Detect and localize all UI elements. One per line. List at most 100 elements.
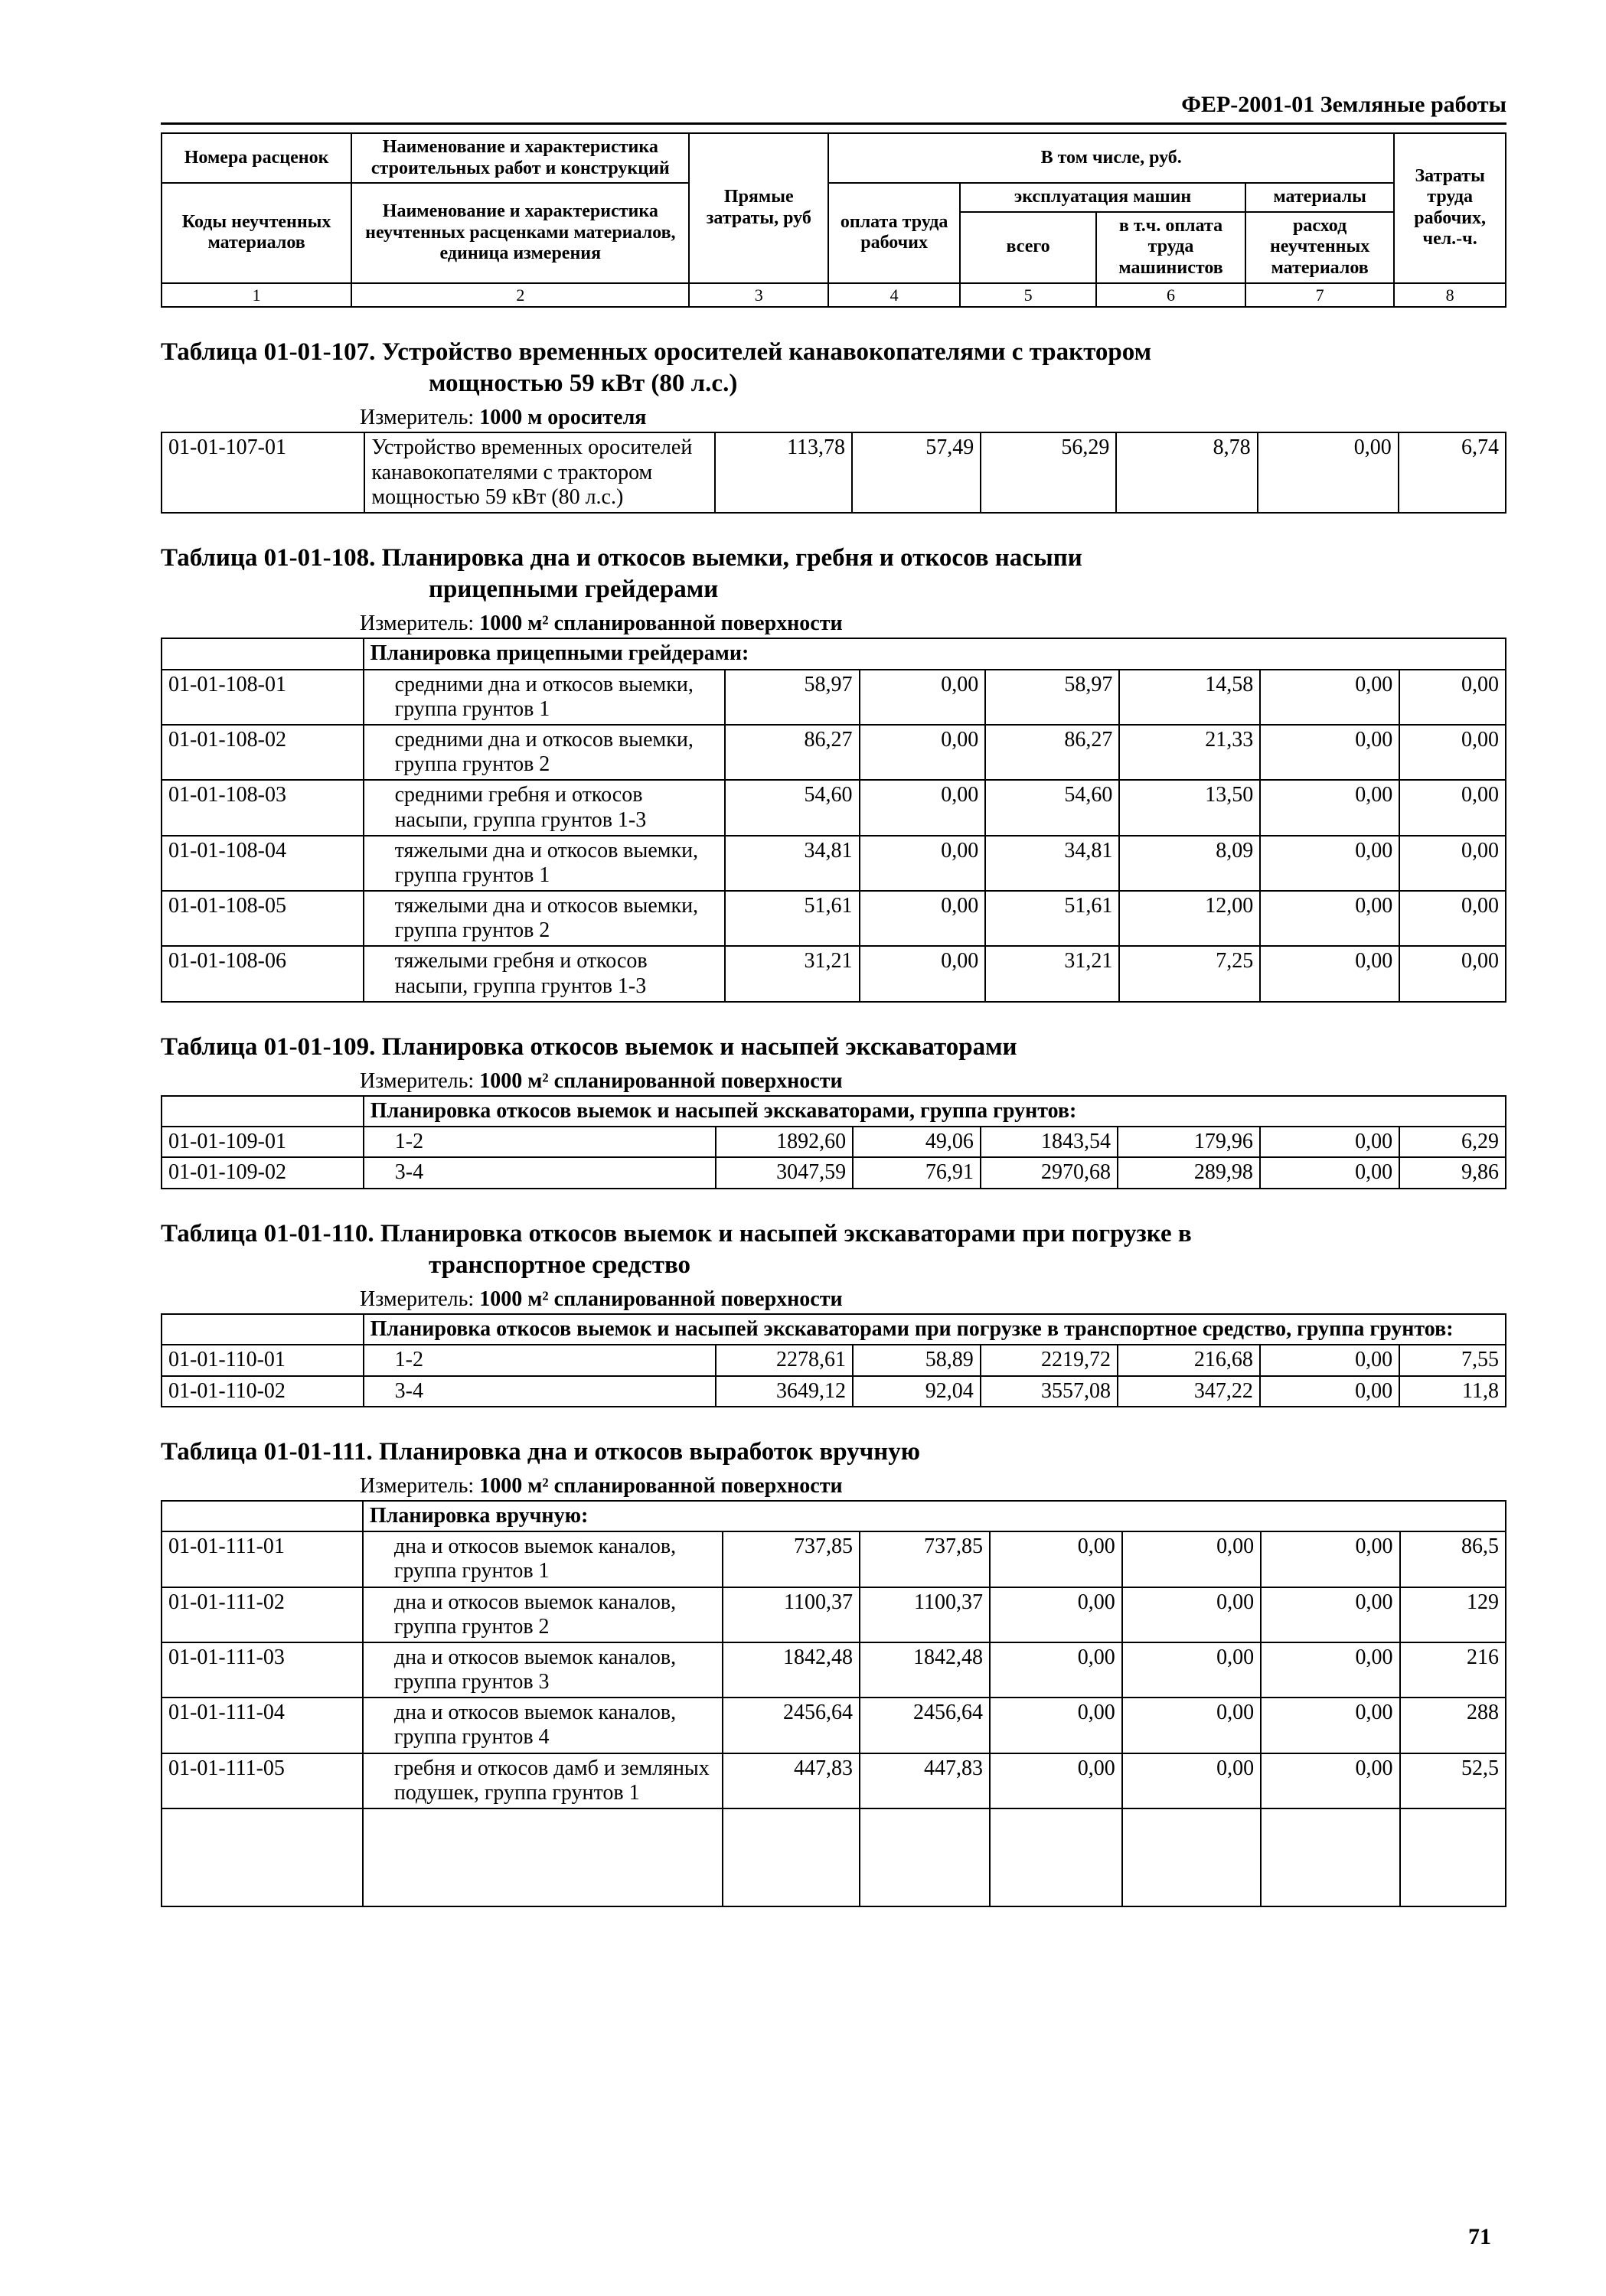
meas-108: Измеритель: 1000 м² спланированной повер… xyxy=(161,612,1506,636)
hdr-code: Номера расценок xyxy=(162,133,351,183)
table-row-value: 216 xyxy=(1400,1642,1506,1698)
header-table: Номера расценок Наименование и характери… xyxy=(161,132,1506,308)
table-row-value: 1842,48 xyxy=(860,1642,990,1698)
table-row-value: 113,78 xyxy=(715,432,852,513)
table-row-name: средними дна и откосов выемки, группа гр… xyxy=(364,670,726,725)
table-row-code: 01-01-111-01 xyxy=(162,1531,363,1587)
table-row-value: 31,21 xyxy=(985,946,1119,1001)
table-row-name: тяжелыми гребня и откосов насыпи, группа… xyxy=(364,946,726,1001)
table-row: 01-01-111-04дна и откосов выемок каналов… xyxy=(162,1698,1506,1753)
table-row: 01-01-111-02дна и откосов выемок каналов… xyxy=(162,1587,1506,1642)
table-row: 01-01-108-05тяжелыми дна и откосов выемк… xyxy=(162,891,1506,946)
table-row-value: 1100,37 xyxy=(723,1587,860,1642)
table-row-value: 0,00 xyxy=(990,1642,1122,1698)
table-row-value: 0,00 xyxy=(1399,725,1506,780)
table-row: 01-01-108-04тяжелыми дна и откосов выемк… xyxy=(162,836,1506,891)
table-row-name: 3-4 xyxy=(364,1376,716,1407)
table-row-value: 34,81 xyxy=(985,836,1119,891)
table-row-value: 6,74 xyxy=(1399,432,1506,513)
table-row-value: 51,61 xyxy=(725,891,859,946)
page: ФЕР-2001-01 Земляные работы Номера расце… xyxy=(0,0,1606,2296)
table-row-value: 0,00 xyxy=(1260,1127,1399,1157)
table-subhead: Планировка прицепными грейдерами: xyxy=(364,638,1506,669)
table-row-value: 288 xyxy=(1400,1698,1506,1753)
table-row-value: 0,00 xyxy=(1399,946,1506,1001)
table-row-code: 01-01-110-01 xyxy=(162,1345,364,1375)
table-row-code: 01-01-108-04 xyxy=(162,836,364,891)
table-row-value: 2970,68 xyxy=(981,1157,1118,1188)
table-row-code: 01-01-111-03 xyxy=(162,1642,363,1698)
table-row-code: 01-01-107-01 xyxy=(162,432,364,513)
table-row-name: 3-4 xyxy=(364,1157,716,1188)
table-row-value: 14,58 xyxy=(1119,670,1260,725)
meas-107: Измеритель: 1000 м оросителя xyxy=(161,406,1506,430)
table-109: Планировка откосов выемок и насыпей экск… xyxy=(161,1095,1506,1189)
table-row-value: 2456,64 xyxy=(723,1698,860,1753)
table-row-value: 1100,37 xyxy=(860,1587,990,1642)
table-row: 01-01-108-03средними гребня и откосов на… xyxy=(162,780,1506,835)
running-head: ФЕР-2001-01 Земляные работы xyxy=(161,92,1506,125)
title-110: Таблица 01-01-110. Планировка откосов вы… xyxy=(161,1218,1506,1282)
table-row-code: 01-01-110-02 xyxy=(162,1376,364,1407)
table-row-value: 0,00 xyxy=(1261,1698,1399,1753)
table-subhead: Планировка откосов выемок и насыпей экск… xyxy=(364,1096,1506,1127)
table-row-value: 86,27 xyxy=(725,725,859,780)
hdr-mach-oper: в т.ч. оплата труда машинистов xyxy=(1096,212,1245,283)
table-row-value: 3557,08 xyxy=(981,1376,1118,1407)
table-row-value: 76,91 xyxy=(853,1157,981,1188)
table-row-value: 0,00 xyxy=(990,1587,1122,1642)
table-row-value: 86,27 xyxy=(985,725,1119,780)
table-row-name: тяжелыми дна и откосов выемки, группа гр… xyxy=(364,836,726,891)
table-row-value: 2219,72 xyxy=(981,1345,1118,1375)
table-row-value: 1843,54 xyxy=(981,1127,1118,1157)
table-row-value: 0,00 xyxy=(1261,1753,1399,1808)
table-row-value: 0,00 xyxy=(1260,725,1399,780)
table-row-value: 0,00 xyxy=(1260,1157,1399,1188)
table-row-value: 8,78 xyxy=(1116,432,1257,513)
table-row-value: 737,85 xyxy=(860,1531,990,1587)
hdr-mach-total: всего xyxy=(960,212,1096,283)
meas-109: Измеритель: 1000 м² спланированной повер… xyxy=(161,1069,1506,1094)
table-row-value: 737,85 xyxy=(723,1531,860,1587)
table-row-value: 57,49 xyxy=(852,432,981,513)
table-row: 01-01-108-02средними дна и откосов выемк… xyxy=(162,725,1506,780)
table-row: 01-01-108-01средними дна и откосов выемк… xyxy=(162,670,1506,725)
table-row-value: 0,00 xyxy=(1260,1345,1399,1375)
table-row-name: дна и откосов выемок каналов, группа гру… xyxy=(363,1531,723,1587)
table-row-value: 0,00 xyxy=(1258,432,1399,513)
table-row-value: 31,21 xyxy=(725,946,859,1001)
table-row-value: 0,00 xyxy=(1260,836,1399,891)
table-row-value: 9,86 xyxy=(1399,1157,1506,1188)
table-row-code: 01-01-108-01 xyxy=(162,670,364,725)
table-row-name: Устройство временных оросителей канавоко… xyxy=(364,432,715,513)
table-row-value: 1892,60 xyxy=(716,1127,853,1157)
table-row-value: 13,50 xyxy=(1119,780,1260,835)
table-row-value: 2456,64 xyxy=(860,1698,990,1753)
table-row-code xyxy=(162,638,364,669)
table-row-value: 0,00 xyxy=(990,1531,1122,1587)
table-row-value: 0,00 xyxy=(1399,670,1506,725)
table-row-value: 12,00 xyxy=(1119,891,1260,946)
table-row-value: 6,29 xyxy=(1399,1127,1506,1157)
table-row-value: 0,00 xyxy=(1399,780,1506,835)
table-row: 01-01-111-01дна и откосов выемок каналов… xyxy=(162,1531,1506,1587)
table-row-value: 58,97 xyxy=(985,670,1119,725)
table-row-value: 0,00 xyxy=(860,725,986,780)
table-row-name: дна и откосов выемок каналов, группа гру… xyxy=(363,1698,723,1753)
hdr-direct: Прямые затраты, руб xyxy=(689,133,828,283)
table-row-value: 0,00 xyxy=(1399,836,1506,891)
table-row-value: 0,00 xyxy=(1122,1531,1261,1587)
table-row: 01-01-110-011-22278,6158,892219,72216,68… xyxy=(162,1345,1506,1375)
table-row-value: 0,00 xyxy=(990,1698,1122,1753)
table-row-value: 447,83 xyxy=(723,1753,860,1808)
table-row-name: дна и откосов выемок каналов, группа гру… xyxy=(363,1642,723,1698)
table-row-value: 3047,59 xyxy=(716,1157,853,1188)
table-row-value: 179,96 xyxy=(1118,1127,1260,1157)
hdr-name2: Наименование и характеристика неучтенных… xyxy=(351,183,689,282)
table-row-code xyxy=(162,1096,364,1127)
table-row-value: 129 xyxy=(1400,1587,1506,1642)
table-row-code: 01-01-108-05 xyxy=(162,891,364,946)
table-row-name: 1-2 xyxy=(364,1345,716,1375)
page-number: 71 xyxy=(1468,2224,1491,2250)
table-row: 01-01-111-03дна и откосов выемок каналов… xyxy=(162,1642,1506,1698)
